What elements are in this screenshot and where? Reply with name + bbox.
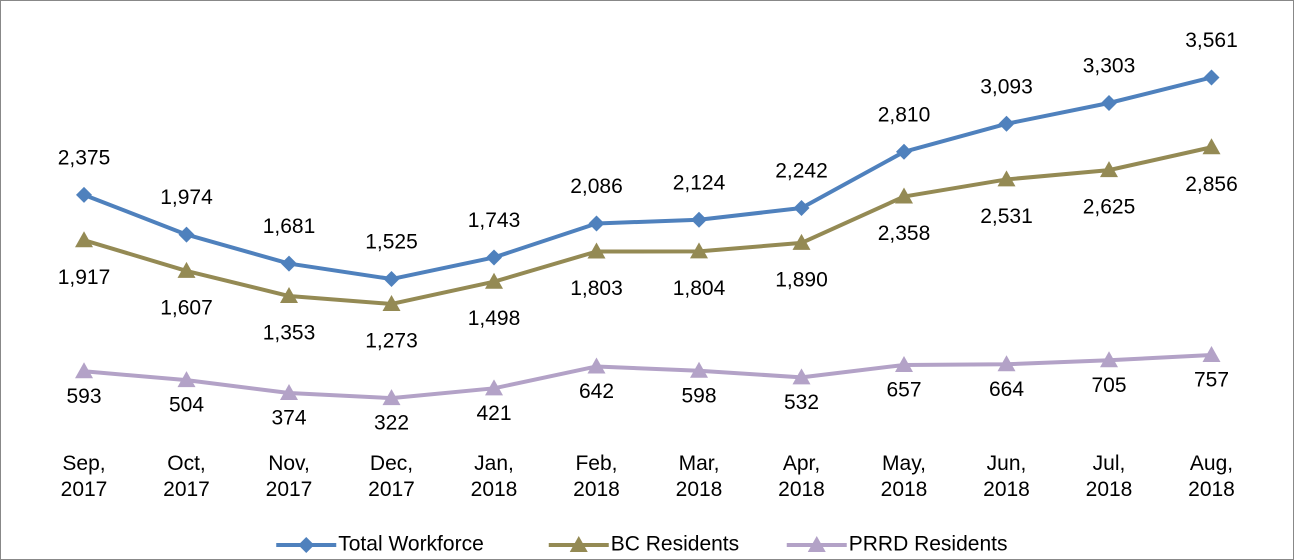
x-tick-label: May, 2018 [881, 452, 928, 501]
legend-marker [298, 537, 315, 553]
data-label: 705 [1091, 374, 1126, 397]
marker [281, 255, 297, 272]
x-tick-label: Aug, 2018 [1188, 452, 1235, 501]
data-label: 1,917 [58, 266, 111, 289]
data-label: 2,242 [775, 160, 828, 183]
series-line [83, 145, 1212, 306]
data-label: 1,273 [365, 330, 418, 353]
data-label: 2,856 [1185, 173, 1238, 196]
data-label: 1,525 [365, 231, 418, 254]
x-tick-label: Jun, 2018 [983, 452, 1030, 501]
marker [1202, 346, 1221, 363]
data-label: 2,625 [1083, 196, 1136, 219]
marker [998, 115, 1015, 132]
series-line [83, 353, 1212, 401]
data-label: 3,303 [1083, 55, 1136, 78]
data-label: 322 [374, 412, 409, 435]
marker [485, 379, 503, 396]
data-label: 1,498 [468, 307, 521, 330]
data-label: 757 [1194, 369, 1229, 392]
data-label: 2,531 [980, 205, 1033, 228]
marker [382, 389, 401, 406]
data-label: 2,358 [878, 222, 931, 245]
marker [690, 242, 708, 259]
marker [382, 294, 401, 311]
marker [997, 170, 1016, 187]
data-label: 532 [784, 391, 819, 414]
marker [178, 226, 195, 243]
data-label: 1,803 [570, 277, 623, 300]
marker [997, 355, 1016, 372]
legend-label: BC Residents [611, 533, 739, 556]
legend-label: Total Workforce [338, 533, 484, 556]
marker [691, 211, 707, 228]
marker [1203, 69, 1220, 86]
data-label: 1,607 [160, 296, 213, 319]
marker [177, 371, 196, 388]
marker [1100, 351, 1118, 368]
legend-marker [807, 536, 826, 552]
marker [895, 355, 913, 372]
data-label: 1,890 [775, 268, 828, 291]
data-label: 374 [271, 407, 306, 430]
data-label: 1,681 [263, 215, 316, 238]
data-label: 2,124 [673, 171, 726, 194]
data-label: 598 [681, 384, 716, 407]
marker [1100, 161, 1118, 178]
marker [587, 242, 606, 259]
data-label: 593 [66, 385, 101, 408]
marker [75, 362, 93, 379]
x-tick-label: Sep, 2017 [61, 452, 108, 501]
marker [280, 383, 298, 400]
data-label: 1,804 [673, 277, 726, 300]
marker [793, 200, 810, 217]
x-tick-label: Mar, 2018 [676, 452, 723, 501]
marker [383, 271, 400, 288]
marker [1101, 95, 1117, 112]
data-label: 421 [476, 402, 511, 425]
x-tick-label: Nov, 2017 [266, 452, 313, 501]
legend-label: PRRD Residents [849, 533, 1008, 556]
marker [690, 361, 708, 378]
data-label: 1,743 [468, 209, 521, 232]
marker [792, 233, 811, 250]
marker [896, 143, 912, 160]
marker [280, 287, 298, 304]
data-label: 3,093 [980, 75, 1033, 98]
x-tick-label: Feb, 2018 [573, 452, 620, 501]
marker [75, 231, 93, 248]
data-label: 2,810 [878, 103, 931, 126]
x-tick-label: Jan, 2018 [471, 452, 518, 501]
data-label: 664 [989, 378, 1024, 401]
marker [792, 368, 811, 385]
marker [895, 187, 913, 204]
data-label: 1,974 [160, 186, 213, 209]
marker [177, 261, 196, 278]
marker [588, 215, 605, 232]
data-label: 504 [169, 394, 204, 417]
data-label: 1,353 [263, 322, 316, 345]
marker [76, 186, 92, 203]
series-line [83, 75, 1212, 282]
data-label: 2,375 [58, 146, 111, 169]
x-tick-label: Oct, 2017 [163, 452, 210, 501]
marker [1202, 138, 1221, 155]
x-tick-label: Jul, 2018 [1086, 452, 1133, 501]
marker [485, 272, 503, 289]
x-tick-label: Dec, 2017 [368, 452, 415, 501]
data-label: 657 [886, 379, 921, 402]
data-label: 3,561 [1185, 29, 1238, 52]
legend-marker [569, 536, 588, 552]
data-label: 642 [579, 380, 614, 403]
marker [587, 357, 606, 374]
data-label: 2,086 [570, 175, 623, 198]
x-tick-label: Apr, 2018 [778, 452, 825, 501]
marker [486, 249, 502, 266]
